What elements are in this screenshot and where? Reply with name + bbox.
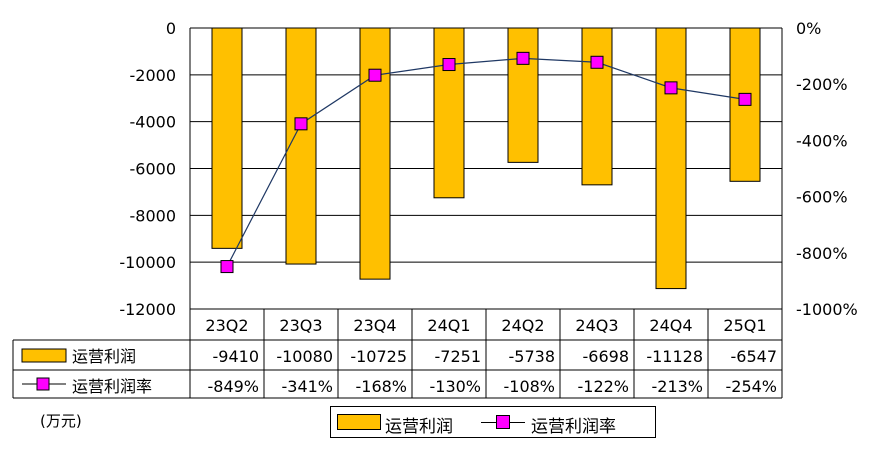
gridlines bbox=[189, 27, 783, 310]
right-axis-ticks: 0% -200% -400% -600% -800% -1000% bbox=[796, 19, 858, 319]
bar bbox=[581, 27, 613, 186]
line-marker bbox=[220, 260, 234, 274]
row-label: 运营利润率 bbox=[72, 377, 152, 396]
row-bar-swatch bbox=[21, 348, 67, 363]
row-label: 运营利润 bbox=[72, 347, 136, 366]
data-label: -7251 bbox=[435, 347, 482, 366]
series-line bbox=[226, 57, 746, 267]
left-axis-ticks: 0 -2000 -4000 -6000 -8000 -10000 -12000 bbox=[119, 19, 176, 319]
y-left-tick-label: -8000 bbox=[130, 206, 177, 225]
data-label: -10080 bbox=[276, 347, 333, 366]
y-right-tick-label: -800% bbox=[796, 244, 848, 263]
data-label: -254% bbox=[725, 377, 777, 396]
data-label: -11128 bbox=[646, 347, 703, 366]
legend-line-marker bbox=[496, 415, 510, 429]
line-series bbox=[220, 51, 752, 274]
data-label: -213% bbox=[651, 377, 703, 396]
data-label: -5738 bbox=[509, 347, 556, 366]
line-marker bbox=[664, 81, 678, 95]
y-left-tick-label: -4000 bbox=[130, 113, 177, 132]
data-label: -341% bbox=[281, 377, 333, 396]
x-tick-label: 24Q4 bbox=[649, 316, 692, 335]
bars-group bbox=[211, 27, 761, 290]
x-tick-label: 25Q1 bbox=[723, 316, 766, 335]
line-marker bbox=[516, 51, 530, 65]
line-marker bbox=[368, 68, 382, 82]
bar bbox=[433, 27, 465, 199]
data-table: 23Q2 23Q3 23Q4 24Q1 24Q2 24Q3 24Q4 25Q1 运营利润运营利润… bbox=[12, 308, 783, 399]
y-left-tick-label: -2000 bbox=[130, 66, 177, 85]
bar bbox=[507, 27, 539, 163]
data-label: -849% bbox=[207, 377, 259, 396]
legend-bar-label: 运营利润 bbox=[385, 417, 453, 437]
y-left-tick-label: -10000 bbox=[119, 253, 176, 272]
x-tick-label: 24Q3 bbox=[575, 316, 618, 335]
line-marker bbox=[294, 117, 308, 131]
y-right-tick-label: -200% bbox=[796, 75, 848, 94]
line-marker bbox=[738, 92, 752, 106]
data-label: -122% bbox=[577, 377, 629, 396]
y-right-tick-label: -400% bbox=[796, 131, 848, 150]
x-tick-label: 23Q4 bbox=[353, 316, 396, 335]
x-tick-label: 23Q3 bbox=[279, 316, 322, 335]
legend-bar-swatch bbox=[337, 414, 381, 430]
data-label: -6698 bbox=[583, 347, 630, 366]
bar bbox=[285, 27, 317, 265]
x-tick-label: 23Q2 bbox=[205, 316, 248, 335]
x-tick-label: 24Q1 bbox=[427, 316, 470, 335]
row-line-marker bbox=[36, 377, 50, 391]
y-left-tick-label: -6000 bbox=[130, 160, 177, 179]
bar bbox=[359, 27, 391, 280]
y-left-tick-label: 0 bbox=[166, 19, 176, 38]
x-tick-label: 24Q2 bbox=[501, 316, 544, 335]
y-right-tick-label: -1000% bbox=[796, 300, 858, 319]
y-left-tick-label: -12000 bbox=[119, 300, 176, 319]
bar bbox=[211, 27, 243, 249]
data-label: -130% bbox=[429, 377, 481, 396]
y-right-tick-label: 0% bbox=[796, 19, 821, 38]
unit-label: (万元) bbox=[40, 412, 82, 430]
line-marker bbox=[442, 58, 456, 72]
line-marker bbox=[590, 55, 604, 69]
bar bbox=[655, 27, 687, 290]
y-right-tick-label: -600% bbox=[796, 188, 848, 207]
data-label: -9410 bbox=[213, 347, 260, 366]
legend-line-label: 运营利润率 bbox=[531, 417, 616, 437]
data-label: -168% bbox=[355, 377, 407, 396]
data-label: -10725 bbox=[350, 347, 407, 366]
data-label: -6547 bbox=[731, 347, 778, 366]
legend: 运营利润 运营利润率 bbox=[330, 406, 656, 438]
data-label: -108% bbox=[503, 377, 555, 396]
bar bbox=[729, 27, 761, 182]
